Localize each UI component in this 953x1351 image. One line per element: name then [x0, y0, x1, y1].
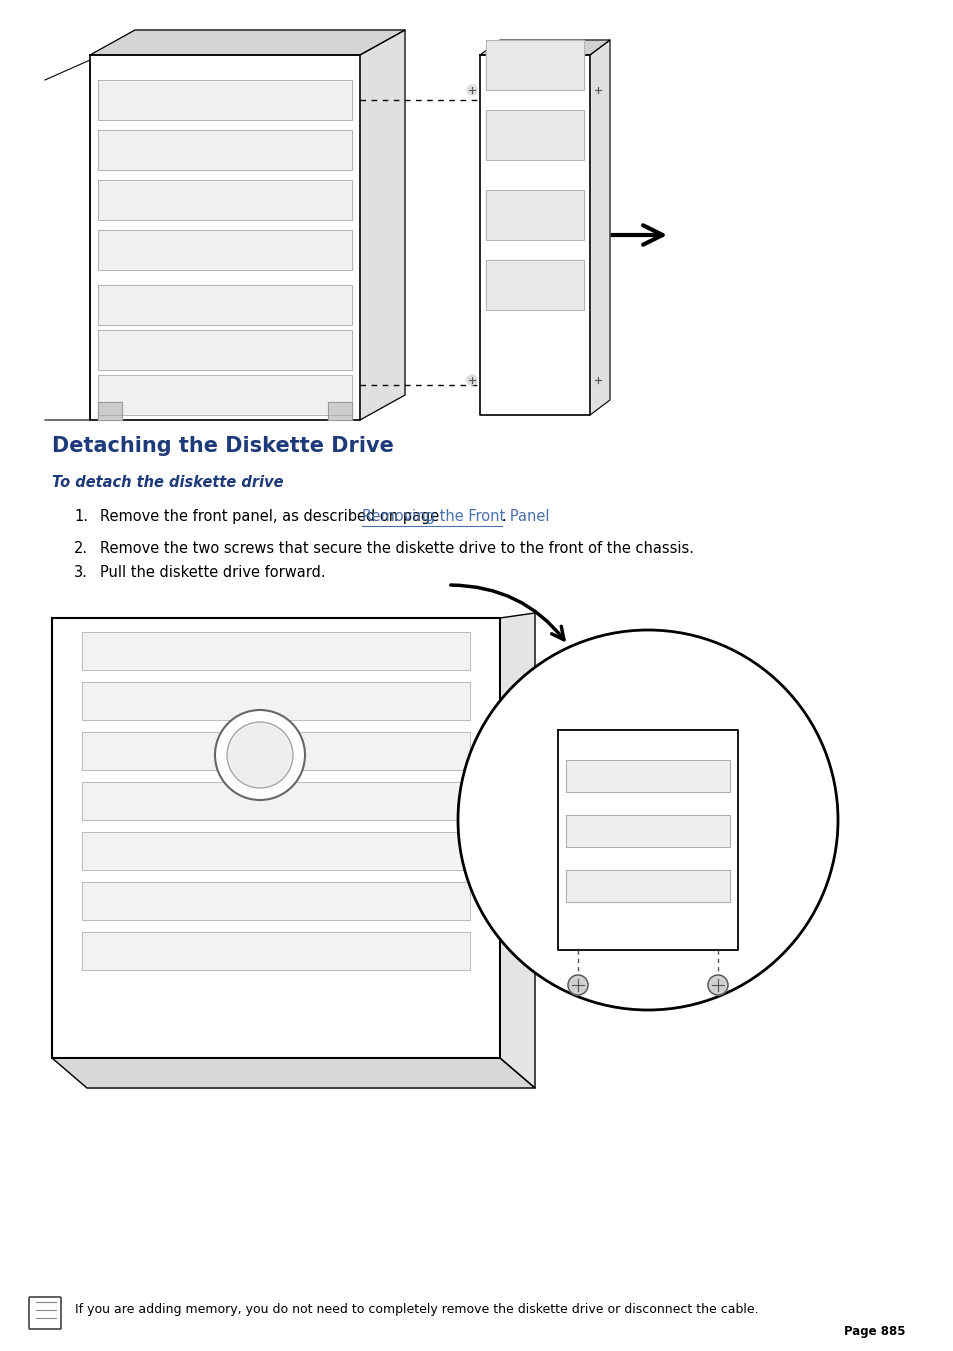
Circle shape: [227, 721, 293, 788]
Polygon shape: [90, 30, 405, 55]
Circle shape: [593, 376, 602, 385]
Polygon shape: [82, 682, 470, 720]
Polygon shape: [82, 632, 470, 670]
Circle shape: [214, 711, 305, 800]
Text: 2.: 2.: [74, 540, 88, 557]
Polygon shape: [90, 55, 359, 420]
Polygon shape: [328, 403, 352, 420]
Text: Pull the diskette drive forward.: Pull the diskette drive forward.: [100, 565, 325, 580]
Polygon shape: [485, 259, 583, 309]
Polygon shape: [45, 59, 90, 420]
Circle shape: [593, 85, 602, 95]
Polygon shape: [558, 730, 738, 950]
Text: Removing the Front Panel: Removing the Front Panel: [361, 509, 549, 524]
Text: If you are adding memory, you do not need to completely remove the diskette driv: If you are adding memory, you do not nee…: [75, 1304, 758, 1316]
Text: .: .: [501, 509, 506, 524]
Polygon shape: [359, 30, 405, 420]
Circle shape: [707, 975, 727, 994]
Polygon shape: [485, 190, 583, 240]
Polygon shape: [485, 41, 583, 91]
Polygon shape: [485, 109, 583, 159]
Polygon shape: [98, 376, 352, 415]
Polygon shape: [98, 403, 122, 420]
Polygon shape: [565, 815, 729, 847]
Text: 3.: 3.: [74, 565, 88, 580]
Polygon shape: [98, 130, 352, 170]
Polygon shape: [52, 617, 499, 1058]
Polygon shape: [98, 285, 352, 326]
Polygon shape: [82, 732, 470, 770]
Polygon shape: [479, 55, 589, 415]
Text: To detach the diskette drive: To detach the diskette drive: [52, 476, 283, 490]
Polygon shape: [82, 832, 470, 870]
FancyBboxPatch shape: [29, 1297, 61, 1329]
Polygon shape: [82, 932, 470, 970]
Polygon shape: [565, 761, 729, 792]
Polygon shape: [499, 613, 535, 1088]
Polygon shape: [589, 41, 609, 415]
Polygon shape: [479, 41, 609, 55]
Circle shape: [567, 975, 587, 994]
Polygon shape: [82, 882, 470, 920]
Polygon shape: [98, 180, 352, 220]
Text: Page 885: Page 885: [843, 1325, 905, 1337]
Circle shape: [467, 85, 476, 95]
Circle shape: [457, 630, 837, 1011]
Polygon shape: [98, 80, 352, 120]
Polygon shape: [565, 870, 729, 902]
Polygon shape: [52, 1058, 535, 1088]
Polygon shape: [98, 330, 352, 370]
Circle shape: [467, 376, 476, 385]
Polygon shape: [98, 230, 352, 270]
Text: Detaching the Diskette Drive: Detaching the Diskette Drive: [52, 436, 394, 457]
Text: Remove the front panel, as described on page: Remove the front panel, as described on …: [100, 509, 443, 524]
Text: 1.: 1.: [74, 509, 88, 524]
Polygon shape: [82, 782, 470, 820]
Text: Remove the two screws that secure the diskette drive to the front of the chassis: Remove the two screws that secure the di…: [100, 540, 693, 557]
